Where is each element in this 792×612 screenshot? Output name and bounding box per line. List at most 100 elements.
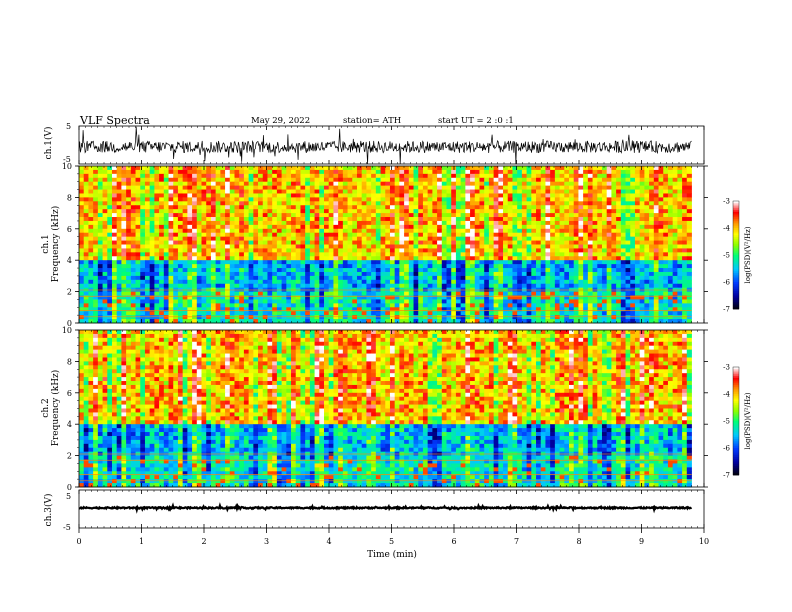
spectrogram-cell — [649, 181, 655, 187]
spectrogram-cell — [413, 291, 419, 296]
spectrogram-cell — [422, 283, 429, 289]
spectrogram-cell — [550, 268, 556, 273]
spectrogram-cell — [286, 283, 292, 289]
spectrogram-cell — [597, 244, 603, 249]
spectrogram-cell — [347, 236, 353, 241]
spectrogram-cell — [545, 307, 551, 312]
spectrogram-cell — [493, 291, 499, 296]
spectrogram-cell — [540, 283, 546, 289]
spectrogram-cell — [606, 291, 612, 296]
spectrogram-cell — [102, 279, 108, 285]
spectrogram-cell — [159, 236, 165, 241]
spectrogram-cell — [182, 275, 188, 281]
spectrogram-cell — [441, 197, 447, 202]
spectrogram-cell — [196, 279, 202, 285]
ch1-spectrogram-cells — [79, 166, 692, 324]
spectrogram-cell — [272, 177, 278, 183]
spectrogram-cell — [517, 169, 523, 175]
spectrogram-cell — [573, 260, 579, 265]
spectrogram-cell — [276, 264, 282, 269]
spectrogram-cell — [107, 177, 113, 183]
spectrogram-cell — [126, 268, 132, 273]
spectrogram-cell — [107, 213, 113, 218]
spectrogram-cell — [408, 307, 414, 312]
spectrogram-cell — [451, 268, 457, 273]
spectrogram-cell — [140, 189, 146, 194]
spectrogram-cell — [206, 217, 212, 222]
spectrogram-cell — [201, 193, 207, 198]
spectrogram-cell — [366, 209, 372, 214]
spectrogram-cell — [554, 307, 560, 312]
spectrogram-cell — [649, 205, 655, 210]
spectrogram-cell — [267, 248, 273, 253]
spectrogram-cell — [437, 181, 443, 187]
spectrogram-cell — [418, 252, 424, 257]
spectrogram-cell — [484, 181, 490, 187]
spectrogram-cell — [342, 275, 348, 281]
spectrogram-cell — [342, 185, 348, 190]
spectrogram-cell — [427, 260, 433, 265]
spectrogram-cell — [380, 248, 386, 253]
spectrogram-cell — [667, 197, 674, 202]
spectrogram-cell — [597, 252, 603, 257]
spectrogram-cell — [639, 197, 645, 202]
spectrogram-cell — [620, 271, 626, 277]
spectrogram-cell — [201, 299, 207, 304]
spectrogram-cell — [686, 209, 692, 214]
spectrogram-cell — [342, 228, 348, 234]
spectrogram-cell — [521, 217, 527, 222]
spectrogram-cell — [102, 197, 108, 202]
spectrogram-cell — [465, 283, 471, 289]
spectrogram-cell — [107, 205, 113, 210]
spectrogram-cell — [168, 252, 174, 257]
spectrogram-cell — [625, 193, 631, 198]
spectrogram-cell — [493, 303, 499, 308]
spectrogram-cell — [451, 295, 457, 300]
spectrogram-cell — [682, 283, 688, 289]
spectrogram-cell — [371, 240, 377, 245]
spectrogram-cell — [437, 177, 443, 183]
spectrogram-cell — [215, 209, 221, 214]
spectrogram-cell — [418, 181, 424, 187]
spectrogram-cell — [135, 213, 141, 218]
spectrogram-cell — [578, 275, 584, 281]
spectrogram-cell — [107, 275, 113, 281]
spectrogram-cell — [93, 260, 99, 265]
spectrogram-cell — [451, 248, 457, 253]
spectrogram-cell — [611, 213, 617, 218]
spectrogram-cell — [258, 283, 264, 289]
spectrogram-cell — [97, 240, 103, 245]
spectrogram-cell — [177, 209, 184, 214]
spectrogram-cell — [309, 275, 315, 281]
spectrogram-cell — [215, 291, 221, 296]
spectrogram-cell — [262, 189, 268, 194]
spectrogram-cell — [503, 283, 509, 289]
spectrogram-cell — [201, 232, 207, 238]
spectrogram-cell — [97, 193, 103, 198]
spectrogram-cell — [234, 303, 240, 308]
spectrogram-cell — [187, 228, 193, 234]
spectrogram-cell — [455, 217, 462, 222]
spectrogram-cell — [573, 217, 579, 222]
spectrogram-cell — [210, 217, 217, 222]
spectrogram-cell — [144, 169, 151, 175]
spectrogram-cell — [220, 279, 226, 285]
spectrogram-cell — [291, 173, 297, 179]
spectrogram-cell — [295, 264, 301, 269]
spectrogram-cell — [371, 307, 377, 312]
spectrogram-cell — [545, 299, 551, 304]
spectrogram-cell — [399, 240, 405, 245]
spectrogram-cell — [144, 189, 151, 194]
spectrogram-cell — [620, 217, 626, 222]
spectrogram-cell — [554, 303, 560, 308]
spectrogram-cell — [432, 307, 438, 312]
spectrogram-cell — [465, 213, 471, 218]
spectrogram-cell — [144, 228, 151, 234]
spectrogram-cell — [474, 224, 480, 230]
spectrogram-cell — [333, 232, 339, 238]
spectrogram-cell — [658, 248, 664, 253]
spectrogram-cell — [498, 256, 504, 261]
spectrogram-cell — [616, 224, 622, 230]
spectrogram-cell — [616, 220, 622, 226]
spectrogram-cell — [258, 256, 264, 261]
